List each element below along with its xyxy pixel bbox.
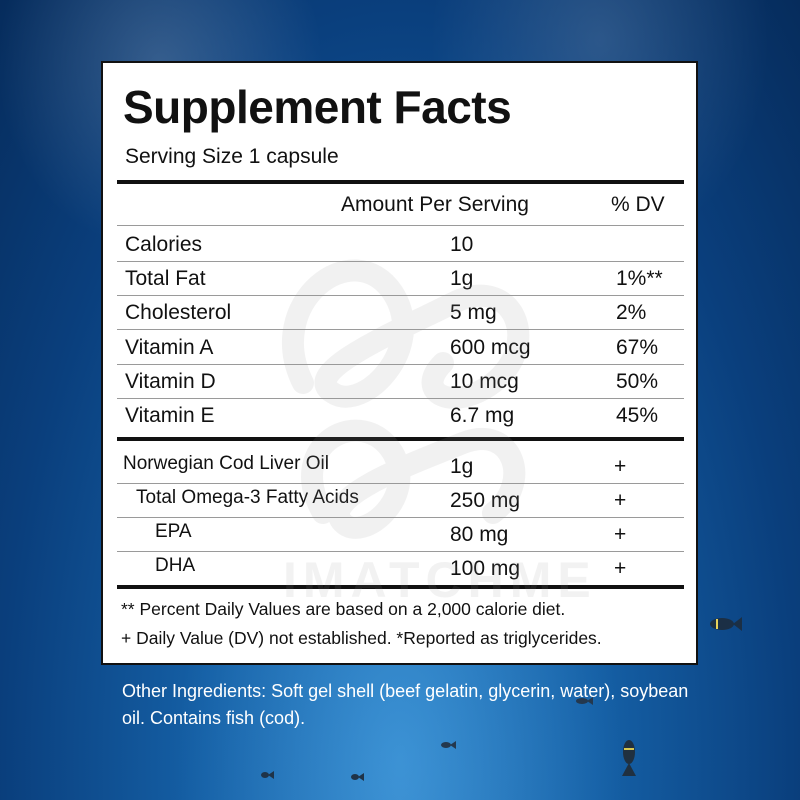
nutrient-name: Total Fat (125, 267, 206, 290)
thick-divider (117, 180, 684, 184)
nutrient-name: Vitamin D (125, 370, 216, 393)
ingredient-name: Total Omega-3 Fatty Acids (136, 487, 359, 508)
ingredient-dv: + (614, 489, 627, 512)
nutrient-name: Calories (125, 233, 203, 256)
thick-divider (117, 585, 684, 589)
ingredient-amount: 80 mg (450, 523, 509, 546)
ingredient-name: Norwegian Cod Liver Oil (123, 453, 329, 474)
ingredient-name: DHA (155, 555, 196, 576)
nutrient-dv: 50% (616, 370, 659, 393)
nutrient-amount: 1g (450, 267, 474, 290)
divider (117, 261, 684, 262)
divider (117, 483, 684, 484)
ingredient-amount: 100 mg (450, 557, 521, 580)
ingredient-dv: + (614, 455, 627, 478)
ingredient-amount: 1g (450, 455, 474, 478)
watermark-text: IMATCHME (283, 552, 597, 608)
divider (117, 551, 684, 552)
fish-icon (261, 771, 274, 779)
footnote-not-established: + Daily Value (DV) not established. *Rep… (121, 628, 602, 648)
fish-icon (351, 773, 364, 781)
supplement-facts-panel: Supplement Facts Serving Size 1 capsule … (101, 61, 698, 665)
nutrient-amount: 10 (450, 233, 474, 256)
divider (117, 329, 684, 330)
nutrient-dv: 2% (616, 301, 647, 324)
nutrient-dv: 45% (616, 404, 659, 427)
ingredient-dv: + (614, 523, 627, 546)
nutrient-name: Vitamin E (125, 404, 215, 427)
divider (117, 517, 684, 518)
fish-icon (710, 617, 742, 631)
nutrient-amount: 5 mg (450, 301, 497, 324)
footnote-dv: ** Percent Daily Values are based on a 2… (121, 599, 566, 619)
nutrient-amount: 10 mcg (450, 370, 519, 393)
ingredient-amount: 250 mg (450, 489, 521, 512)
divider (117, 295, 684, 296)
other-ingredients: Other Ingredients: Soft gel shell (beef … (122, 681, 689, 728)
divider (117, 364, 684, 365)
divider (117, 398, 684, 399)
watermark-logo (282, 259, 530, 539)
nutrient-amount: 600 mcg (450, 336, 531, 359)
ingredient-name: EPA (155, 521, 192, 542)
ingredient-dv: + (614, 557, 627, 580)
fish-icon (576, 697, 593, 705)
nutrient-dv: 1%** (616, 267, 663, 290)
panel-title: Supplement Facts (123, 81, 512, 133)
nutrient-name: Cholesterol (125, 301, 232, 324)
header-dv: % DV (611, 193, 665, 216)
nutrient-amount: 6.7 mg (450, 404, 515, 427)
fish-icon (441, 741, 456, 749)
header-amount: Amount Per Serving (341, 193, 529, 216)
nutrient-name: Vitamin A (125, 336, 214, 359)
fish-icon (622, 740, 636, 776)
nutrient-dv: 67% (616, 336, 659, 359)
serving-size: Serving Size 1 capsule (125, 145, 339, 168)
thick-divider (117, 437, 684, 441)
divider (117, 225, 684, 226)
